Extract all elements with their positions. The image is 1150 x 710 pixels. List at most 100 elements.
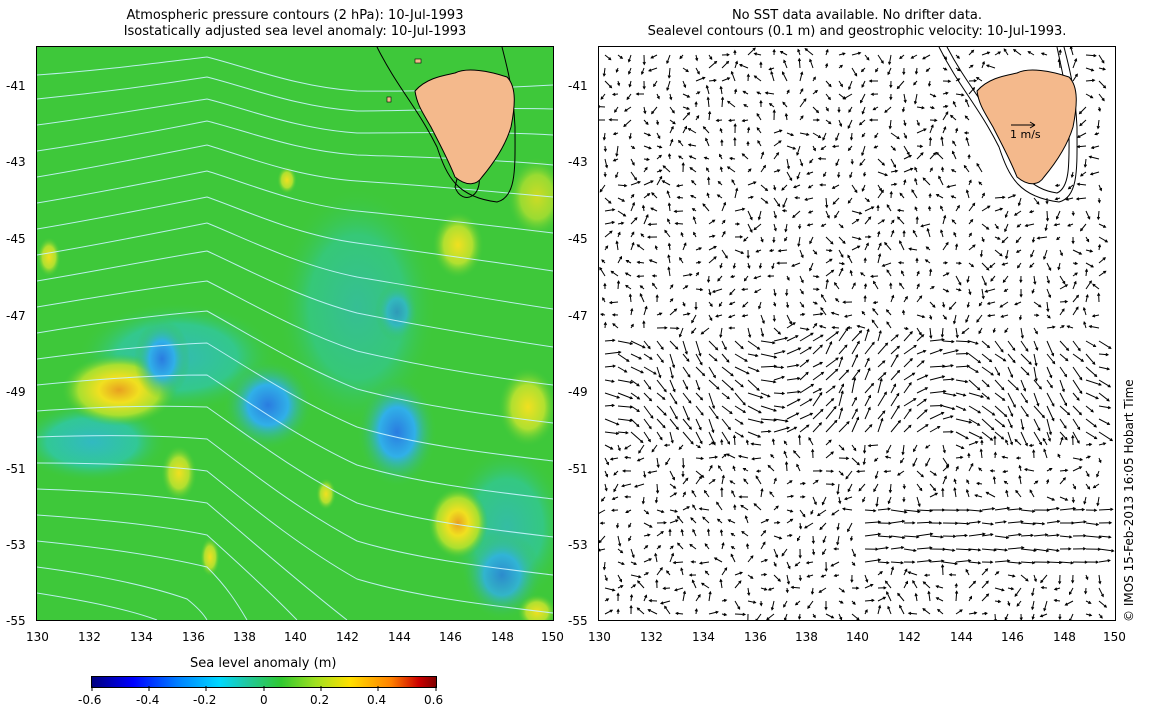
velocity-vector-head (740, 504, 744, 508)
velocity-vector (739, 64, 749, 69)
velocity-vector-head (686, 112, 691, 116)
velocity-vector-head (842, 52, 846, 56)
velocity-vector-head (646, 235, 651, 239)
velocity-vector (786, 364, 799, 368)
velocity-vector-head (872, 300, 877, 305)
velocity-vector-head (706, 528, 711, 532)
velocity-vector (916, 470, 924, 478)
velocity-vector (889, 483, 892, 493)
velocity-vector-head (1004, 548, 1009, 552)
velocity-vector-head (1031, 290, 1035, 294)
lon-tick: 150 (1103, 630, 1126, 644)
velocity-vector-head (667, 202, 671, 206)
velocity-vector-head (857, 245, 861, 249)
velocity-vector (708, 111, 711, 121)
velocity-vector-head (1087, 216, 1091, 220)
velocity-vector (747, 587, 750, 596)
velocity-vector (836, 535, 840, 545)
velocity-vector-head (1056, 506, 1060, 511)
velocity-vector-head (1084, 268, 1089, 272)
velocity-vector (950, 115, 957, 121)
velocity-vector (903, 548, 916, 552)
velocity-vector (660, 600, 671, 604)
velocity-vector (877, 535, 892, 538)
velocity-vector-head (827, 96, 831, 101)
velocity-vector-head (729, 411, 733, 415)
velocity-vector (903, 331, 913, 342)
velocity-vector (911, 54, 918, 59)
velocity-vector-head (989, 437, 994, 441)
velocity-vector-head (1033, 578, 1037, 583)
velocity-vector-head (797, 616, 802, 620)
velocity-vector (947, 184, 957, 188)
velocity-vector-head (861, 188, 865, 192)
velocity-vector-head (602, 73, 606, 77)
velocity-vector (837, 522, 840, 530)
right-title-line2: Sealevel contours (0.1 m) and geostrophi… (647, 24, 1067, 39)
velocity-vector-head (628, 537, 632, 542)
lon-tick: 150 (541, 630, 564, 644)
velocity-vector (1046, 379, 1053, 388)
velocity-vector-head (728, 301, 733, 305)
velocity-vector (1059, 561, 1073, 564)
velocity-vector (961, 327, 970, 334)
velocity-vector-head (1079, 390, 1083, 395)
velocity-vector (617, 281, 620, 290)
velocity-vector (617, 379, 633, 384)
velocity-vector (1093, 483, 1100, 489)
velocity-vector (1007, 574, 1015, 577)
velocity-vector-head (858, 488, 862, 492)
velocity-vector-head (721, 541, 725, 546)
velocity-vector (611, 270, 619, 277)
velocity-vector-head (631, 145, 636, 150)
velocity-vector-head (879, 571, 883, 575)
velocity-vector-head (650, 55, 654, 59)
lat-tick: -51 (568, 462, 588, 476)
velocity-vector-head (600, 313, 604, 317)
velocity-vector (835, 132, 840, 141)
velocity-vector-head (881, 263, 886, 267)
velocity-vector-head (760, 333, 765, 338)
velocity-vector (1056, 210, 1061, 219)
velocity-vector-head (1076, 440, 1080, 444)
velocity-vector (1040, 613, 1048, 617)
velocity-vector (994, 208, 1003, 212)
velocity-vector-head (941, 375, 946, 379)
velocity-vector-head (1002, 358, 1007, 362)
velocity-vector-head (781, 553, 785, 557)
velocity-vector-head (670, 125, 674, 130)
velocity-vector-head (1064, 300, 1069, 304)
velocity-vector-head (858, 211, 863, 215)
velocity-vector-head (785, 589, 789, 594)
lon-tick: 142 (898, 630, 921, 644)
velocity-vector-head (670, 375, 674, 379)
velocity-vector (889, 119, 892, 129)
velocity-vector (877, 372, 887, 381)
velocity-vector (630, 181, 641, 186)
velocity-vector (799, 98, 807, 108)
velocity-vector (851, 457, 860, 466)
velocity-vector-head (612, 364, 617, 368)
velocity-vector-head (902, 535, 906, 540)
velocity-vector (708, 366, 716, 378)
velocity-vector (682, 313, 690, 316)
velocity-vector (721, 77, 730, 82)
velocity-vector-head (636, 607, 640, 611)
velocity-vector-head (1028, 210, 1033, 214)
velocity-vector-head (930, 124, 934, 128)
velocity-vector (1046, 301, 1049, 312)
velocity-vector-head (1106, 367, 1111, 371)
velocity-vector-head (825, 204, 829, 209)
velocity-vector-head (991, 507, 996, 511)
velocity-vector-head (711, 405, 715, 410)
velocity-vector-head (719, 166, 723, 170)
velocity-vector (1046, 353, 1055, 364)
velocity-vector-head (642, 86, 646, 90)
velocity-vector (897, 593, 905, 602)
velocity-vector (968, 612, 977, 615)
velocity-vector-head (913, 398, 917, 402)
velocity-vector-head (1036, 403, 1040, 407)
velocity-vector (916, 496, 921, 507)
velocity-vector-head (786, 89, 790, 93)
velocity-vector-head (932, 487, 937, 492)
